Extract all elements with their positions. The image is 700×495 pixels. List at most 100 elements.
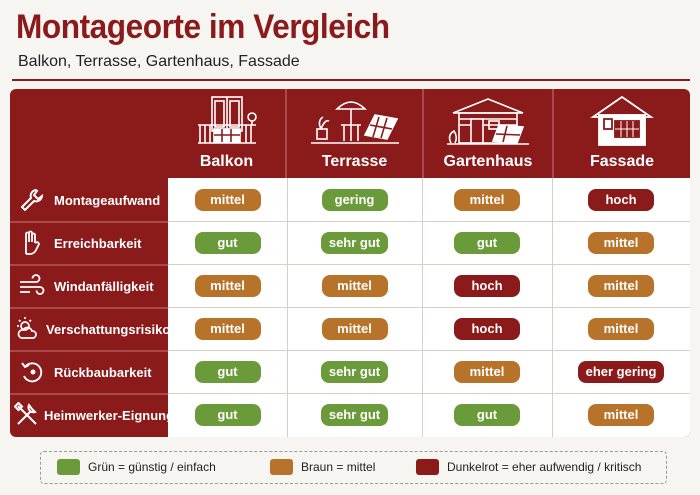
table-cell: gut — [168, 350, 287, 393]
table-cell: sehr gut — [287, 221, 422, 264]
grid-row-divider — [168, 307, 690, 308]
column-header-gartenhaus: Gartenhaus — [424, 89, 552, 178]
column-label: Balkon — [199, 153, 254, 170]
row-header-erreichbarkeit: Erreichbarkeit — [10, 222, 168, 264]
row-header-rueckbaubarkeit: Rückbaubarkeit — [10, 351, 168, 393]
rating-badge: mittel — [588, 317, 654, 340]
row-label: Montageaufwand — [54, 192, 161, 208]
column-label: Gartenhaus — [443, 153, 533, 170]
terrace-icon — [287, 95, 422, 147]
rating-badge: mittel — [321, 317, 388, 340]
tools-icon — [14, 402, 40, 428]
rating-badge: gut — [454, 403, 520, 426]
page-subtitle: Balkon, Terrasse, Gartenhaus, Fassade — [18, 53, 300, 70]
rating-badge: hoch — [454, 317, 520, 340]
rating-badge: gut — [194, 403, 261, 426]
grid-row-divider — [168, 221, 690, 222]
grid-column-divider — [287, 178, 288, 437]
row-header-montageaufwand: Montageaufwand — [10, 179, 168, 221]
rating-badge: mittel — [194, 274, 261, 297]
table-cell: mittel — [422, 178, 552, 221]
table-cell: sehr gut — [287, 350, 422, 393]
legend-text: Grün = günstig / einfach — [88, 460, 216, 474]
table-cell: eher gering — [552, 350, 690, 393]
row-header-verschattungsrisiko: Verschattungsrisiko — [10, 308, 171, 350]
table-cell: gering — [287, 178, 422, 221]
rating-badge: mittel — [588, 403, 654, 426]
rating-badge: gut — [194, 360, 261, 383]
comparison-table: Balkon Terrasse — [10, 89, 690, 437]
balcony-icon — [168, 95, 285, 147]
row-divider — [10, 307, 168, 309]
hand-icon — [14, 230, 50, 256]
row-label: Verschattungsrisiko — [46, 321, 171, 337]
sun-cloud-icon — [14, 316, 42, 342]
table-cell: mittel — [168, 178, 287, 221]
wrench-icon — [14, 187, 50, 213]
column-label: Fassade — [589, 153, 655, 170]
rating-badge: mittel — [194, 188, 261, 211]
table-cell: mittel — [552, 393, 690, 436]
rating-badge: sehr gut — [320, 360, 389, 383]
legend-swatch-brown — [270, 459, 293, 475]
rating-badge: sehr gut — [320, 231, 389, 254]
rating-grid: mittel gering mittel hoch gut sehr gut gut mitt… — [168, 178, 690, 437]
row-label: Windanfälligkeit — [54, 278, 154, 294]
row-divider — [10, 221, 168, 223]
column-header-terrasse: Terrasse — [287, 89, 422, 178]
column-header-fassade: Fassade — [554, 89, 690, 178]
rating-badge: mittel — [588, 231, 654, 254]
garden-house-icon — [424, 95, 552, 147]
grid-column-divider — [552, 178, 553, 437]
row-divider — [10, 264, 168, 266]
table-cell: gut — [422, 221, 552, 264]
legend-item-darkred: Dunkelrot = eher aufwendig / kritisch — [416, 459, 641, 475]
column-divider — [285, 89, 287, 178]
legend: Grün = günstig / einfach Braun = mittel … — [40, 451, 667, 484]
legend-swatch-darkred — [416, 459, 439, 475]
column-label: Terrasse — [321, 153, 388, 170]
rating-badge: hoch — [588, 188, 654, 211]
row-divider — [10, 350, 168, 352]
table-cell: mittel — [552, 221, 690, 264]
column-divider — [422, 89, 424, 178]
table-cell: mittel — [168, 307, 287, 350]
column-divider — [552, 89, 554, 178]
grid-row-divider — [168, 264, 690, 265]
rating-badge: gering — [321, 188, 388, 211]
table-cell: hoch — [422, 264, 552, 307]
rating-badge: mittel — [194, 317, 261, 340]
row-header-windanfaelligkeit: Windanfälligkeit — [10, 265, 168, 307]
row-divider — [10, 393, 168, 395]
legend-text: Dunkelrot = eher aufwendig / kritisch — [447, 460, 642, 474]
title-divider — [12, 79, 690, 81]
legend-text: Braun = mittel — [301, 460, 376, 474]
table-cell: hoch — [422, 307, 552, 350]
rating-badge: mittel — [588, 274, 654, 297]
table-cell: gut — [422, 393, 552, 436]
rating-badge: mittel — [454, 360, 520, 383]
grid-row-divider — [168, 393, 690, 394]
table-cell: mittel — [287, 264, 422, 307]
table-cell: mittel — [287, 307, 422, 350]
undo-icon — [14, 359, 50, 385]
page-title: Montageorte im Vergleich — [16, 8, 390, 46]
rating-badge: sehr gut — [320, 403, 389, 426]
legend-item-brown: Braun = mittel — [270, 459, 375, 475]
grid-row-divider — [168, 350, 690, 351]
table-cell: sehr gut — [287, 393, 422, 436]
rating-badge: mittel — [454, 188, 520, 211]
row-label: Erreichbarkeit — [54, 235, 142, 251]
row-label: Rückbaubarkeit — [54, 364, 152, 380]
table-cell: mittel — [422, 350, 552, 393]
row-label: Heimwerker-Eignung — [44, 407, 175, 423]
wind-icon — [14, 273, 50, 299]
rating-badge: gut — [194, 231, 261, 254]
rating-badge: gut — [454, 231, 520, 254]
grid-column-divider — [422, 178, 423, 437]
rating-badge: eher gering — [577, 360, 665, 383]
rating-badge: mittel — [321, 274, 388, 297]
table-cell: mittel — [552, 264, 690, 307]
table-cell: gut — [168, 221, 287, 264]
legend-item-green: Grün = günstig / einfach — [57, 459, 216, 475]
